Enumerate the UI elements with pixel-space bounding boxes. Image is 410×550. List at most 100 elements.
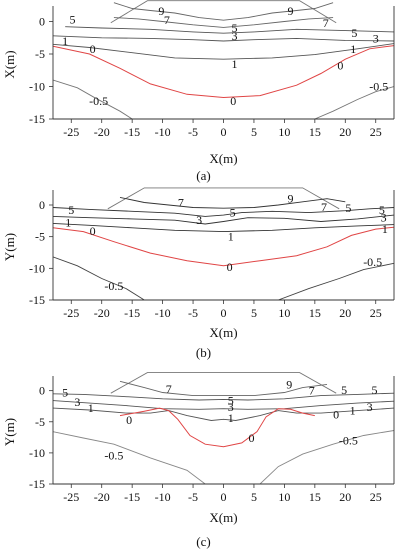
x-tick-label: 5 (251, 125, 257, 139)
contour-value-label: 3 (74, 395, 80, 409)
contour-line-level-1 (53, 222, 394, 233)
contour-line-level-neg0_5 (53, 79, 133, 119)
x-tick-label: -25 (63, 306, 79, 320)
x-axis-label: X(m) (209, 151, 237, 166)
contour-value-label: 9 (158, 4, 164, 18)
contour-value-label: 0 (230, 94, 236, 108)
contour-line-level-1 (53, 43, 394, 60)
chart-panel-1: -25 -20 -15 -10 -5 0 5 10 15 20 250-5-10-159 97 755 5… (2, 0, 395, 183)
x-tick-label: -20 (94, 125, 110, 139)
contour-value-label: 9 (287, 192, 293, 206)
contour-value-label: 5 (341, 383, 347, 397)
contour-line-level-7 (113, 17, 334, 28)
zero-contour-line (53, 226, 394, 267)
x-tick-label: 5 (251, 306, 257, 320)
y-tick-label: -15 (29, 477, 45, 491)
x-axis-label: X(m) (209, 510, 237, 525)
contour-value-label: 9 (287, 4, 293, 18)
x-tick-label: 20 (339, 125, 351, 139)
contour-value-label: 5 (68, 203, 74, 217)
x-axis-label: X(m) (209, 325, 237, 340)
contour-value-label: 0 (333, 407, 339, 421)
x-tick-label: -10 (155, 125, 171, 139)
contour-value-label: 1 (62, 34, 68, 48)
x-tick-label: -15 (124, 490, 140, 504)
contour-value-label: 7 (323, 16, 329, 30)
panel-label: (b) (196, 345, 211, 360)
y-tick-label: -15 (29, 112, 45, 126)
contour-line-level-neg0_5 (259, 430, 394, 484)
x-tick-label: 0 (221, 490, 227, 504)
y-tick-label: -10 (29, 261, 45, 275)
contour-value-label: 5 (351, 26, 357, 40)
contour-value-label: 5 (379, 203, 385, 217)
panel-label: (a) (196, 168, 210, 183)
embankment-outline (110, 0, 337, 24)
contour-value-label: 0 (227, 260, 233, 274)
x-tick-label: 0 (221, 306, 227, 320)
x-tick-label: -5 (188, 490, 198, 504)
x-tick-label: 10 (278, 490, 290, 504)
contour-line-level-7 (119, 196, 346, 209)
contour-value-label: 0 (90, 42, 96, 56)
contour-value-label: 1 (228, 411, 234, 425)
contour-value-label: 7 (309, 384, 315, 398)
x-tick-label: 25 (370, 490, 382, 504)
contour-lines (53, 196, 394, 300)
contour-value-label: -0.5 (363, 255, 382, 269)
x-tick-label: 25 (370, 306, 382, 320)
x-tick-label: 20 (339, 490, 351, 504)
contour-value-label: 5 (62, 386, 68, 400)
contour-value-label: 3 (373, 31, 379, 45)
contour-line-level-5 (53, 207, 394, 217)
y-axis-label: Y(m) (2, 418, 17, 446)
contour-line-level-5 (53, 392, 394, 401)
contour-value-label: 5 (231, 21, 237, 35)
contour-value-label: 1 (350, 42, 356, 56)
contour-value-label: -0.5 (104, 279, 123, 293)
y-tick-label: -5 (35, 47, 45, 61)
y-axis-label: X(m) (2, 50, 17, 78)
contour-line-level-neg0_5 (53, 431, 206, 484)
contour-line-level-neg0_5 (278, 262, 394, 300)
contour-value-label: 3 (228, 400, 234, 414)
contour-value-label: 9 (286, 377, 292, 391)
contour-value-label: 5 (345, 201, 351, 215)
contour-value-label: 0 (126, 413, 132, 427)
contour-value-label: 5 (230, 206, 236, 220)
contour-value-label: -0.5 (339, 433, 358, 447)
contour-value-label: 0 (337, 59, 343, 73)
x-tick-label: -20 (94, 306, 110, 320)
y-tick-label: 0 (39, 198, 45, 212)
contour-value-label: 1 (228, 230, 234, 244)
contour-line-level-3 (53, 214, 394, 225)
x-tick-label: -10 (155, 306, 171, 320)
x-tick-label: -15 (124, 306, 140, 320)
x-tick-label: -15 (124, 125, 140, 139)
panel-label: (c) (196, 534, 210, 549)
y-tick-label: -5 (35, 415, 45, 429)
contour-value-label: 1 (65, 216, 71, 230)
contour-value-label: 3 (196, 213, 202, 227)
x-tick-label: -25 (63, 125, 79, 139)
x-tick-label: 10 (278, 125, 290, 139)
contour-value-label: 7 (166, 382, 172, 396)
y-tick-label: 0 (39, 384, 45, 398)
contour-value-label: 1 (382, 222, 388, 236)
contour-line-level-3 (53, 35, 394, 42)
x-tick-label: -5 (188, 306, 198, 320)
contour-line-level-3 (53, 400, 394, 410)
contour-value-label: 5 (69, 13, 75, 27)
x-tick-label: 15 (309, 306, 321, 320)
x-tick-label: 20 (339, 306, 351, 320)
x-tick-label: 10 (278, 306, 290, 320)
zero-contour-line (53, 45, 394, 99)
embankment-outline (110, 372, 337, 394)
contour-line-level-neg0_5 (314, 86, 394, 119)
x-tick-label: -20 (94, 490, 110, 504)
contour-value-label: 1 (231, 57, 237, 71)
contour-lines (53, 380, 394, 484)
x-tick-label: -10 (155, 490, 171, 504)
